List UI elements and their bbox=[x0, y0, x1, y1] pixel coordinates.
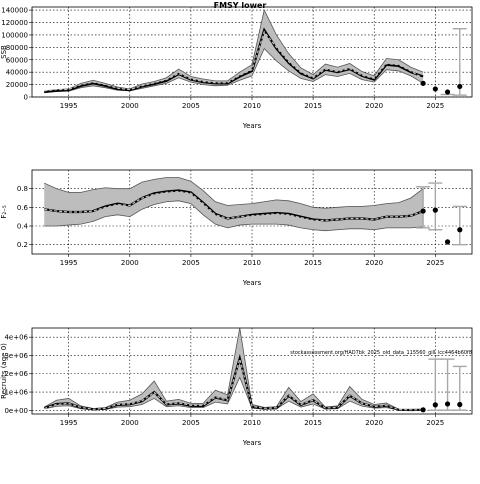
x-tick-label: 2020 bbox=[365, 259, 383, 267]
median-line bbox=[44, 30, 424, 92]
y-tick-label: 100000 bbox=[1, 31, 28, 39]
projection-point bbox=[444, 239, 451, 245]
y-tick-label: 20000 bbox=[6, 81, 28, 89]
x-tick-label: 2000 bbox=[121, 259, 139, 267]
projection-point bbox=[432, 86, 438, 92]
y-axis-label: F₂₋₅ bbox=[0, 205, 8, 219]
x-tick-label: 1995 bbox=[60, 102, 78, 110]
y-tick-label: 1e+06 bbox=[4, 389, 28, 397]
confidence-band bbox=[44, 177, 424, 231]
y-tick-label: 4e+06 bbox=[4, 334, 28, 342]
confidence-band bbox=[44, 328, 424, 411]
x-tick-label: 2025 bbox=[426, 419, 444, 427]
y-tick-label: 60000 bbox=[6, 56, 28, 64]
x-tick-label: 2015 bbox=[304, 259, 322, 267]
y-tick-label: 3e+06 bbox=[4, 352, 28, 360]
y-tick-label: 0 bbox=[24, 94, 28, 102]
y-tick-label: 140000 bbox=[1, 7, 28, 15]
projection-point bbox=[420, 208, 426, 214]
confidence-band bbox=[44, 10, 424, 93]
y-tick-label: 40000 bbox=[6, 69, 28, 77]
y-tick-label: 0.6 bbox=[17, 204, 29, 212]
x-tick-label: 1995 bbox=[60, 419, 78, 427]
panel-1: 1995 2000 2005 2010 2015 2020 2025 0 20000 40000 6… bbox=[0, 6, 473, 130]
x-tick-label: 2005 bbox=[182, 102, 200, 110]
x-tick-label: 2020 bbox=[365, 102, 383, 110]
band-edge bbox=[44, 177, 424, 209]
estimate-line bbox=[43, 353, 424, 412]
x-tick-label: 2015 bbox=[304, 419, 322, 427]
projection-point bbox=[420, 80, 426, 86]
x-tick-label: 2020 bbox=[365, 419, 383, 427]
y-tick-label: 0.8 bbox=[17, 185, 28, 193]
y-axis-label: SSB bbox=[0, 45, 8, 59]
projection-point bbox=[457, 401, 463, 408]
band-edge bbox=[44, 200, 424, 232]
projection-point bbox=[444, 401, 451, 407]
median-line bbox=[44, 190, 424, 221]
stockassessment-annotation: stockassessment.org/HAD7bk_2025_old_data… bbox=[290, 350, 472, 356]
chart-title: FMSY lower bbox=[214, 1, 267, 10]
x-tick-label: 2000 bbox=[121, 102, 139, 110]
x-tick-label: 2015 bbox=[304, 102, 322, 110]
x-axis-label: Years bbox=[242, 122, 262, 130]
x-axis-label: Years bbox=[242, 439, 262, 447]
y-tick-label: 2e+06 bbox=[4, 370, 28, 378]
panel-3: 1995 2000 2005 2010 2015 2020 2025 0e+00 1e+06 2e… bbox=[0, 327, 473, 447]
x-tick-label: 2005 bbox=[182, 419, 200, 427]
y-axis-label: Recruits (age 0) bbox=[0, 343, 8, 399]
y-tick-label: 0.2 bbox=[17, 241, 28, 249]
band-edge bbox=[44, 8, 424, 92]
band-edge bbox=[44, 47, 424, 94]
x-axis-label: Years bbox=[242, 279, 262, 287]
y-tick-label: 120000 bbox=[1, 19, 28, 27]
panel-2: 1995 2000 2005 2010 2015 2020 2025 0.2 0.4 0.6 0.8… bbox=[0, 169, 473, 287]
y-tick-label: 0.4 bbox=[17, 223, 29, 231]
projection-point bbox=[420, 407, 426, 413]
y-tick-label: 80000 bbox=[6, 44, 28, 52]
projection-point bbox=[432, 207, 438, 213]
x-tick-label: 2010 bbox=[243, 419, 261, 427]
projection-point bbox=[432, 402, 438, 408]
x-tick-label: 2005 bbox=[182, 259, 200, 267]
x-tick-label: 2000 bbox=[121, 419, 139, 427]
projection-point bbox=[444, 89, 451, 95]
projection-point bbox=[457, 83, 463, 90]
band-edge bbox=[44, 327, 424, 411]
y-tick-label: 0e+00 bbox=[4, 407, 28, 415]
x-tick-label: 2010 bbox=[243, 259, 261, 267]
median-line bbox=[44, 356, 424, 411]
x-tick-label: 2025 bbox=[426, 259, 444, 267]
x-tick-label: 2025 bbox=[426, 102, 444, 110]
x-tick-label: 1995 bbox=[60, 259, 78, 267]
projection-point bbox=[457, 227, 463, 233]
x-tick-label: 2010 bbox=[243, 102, 261, 110]
